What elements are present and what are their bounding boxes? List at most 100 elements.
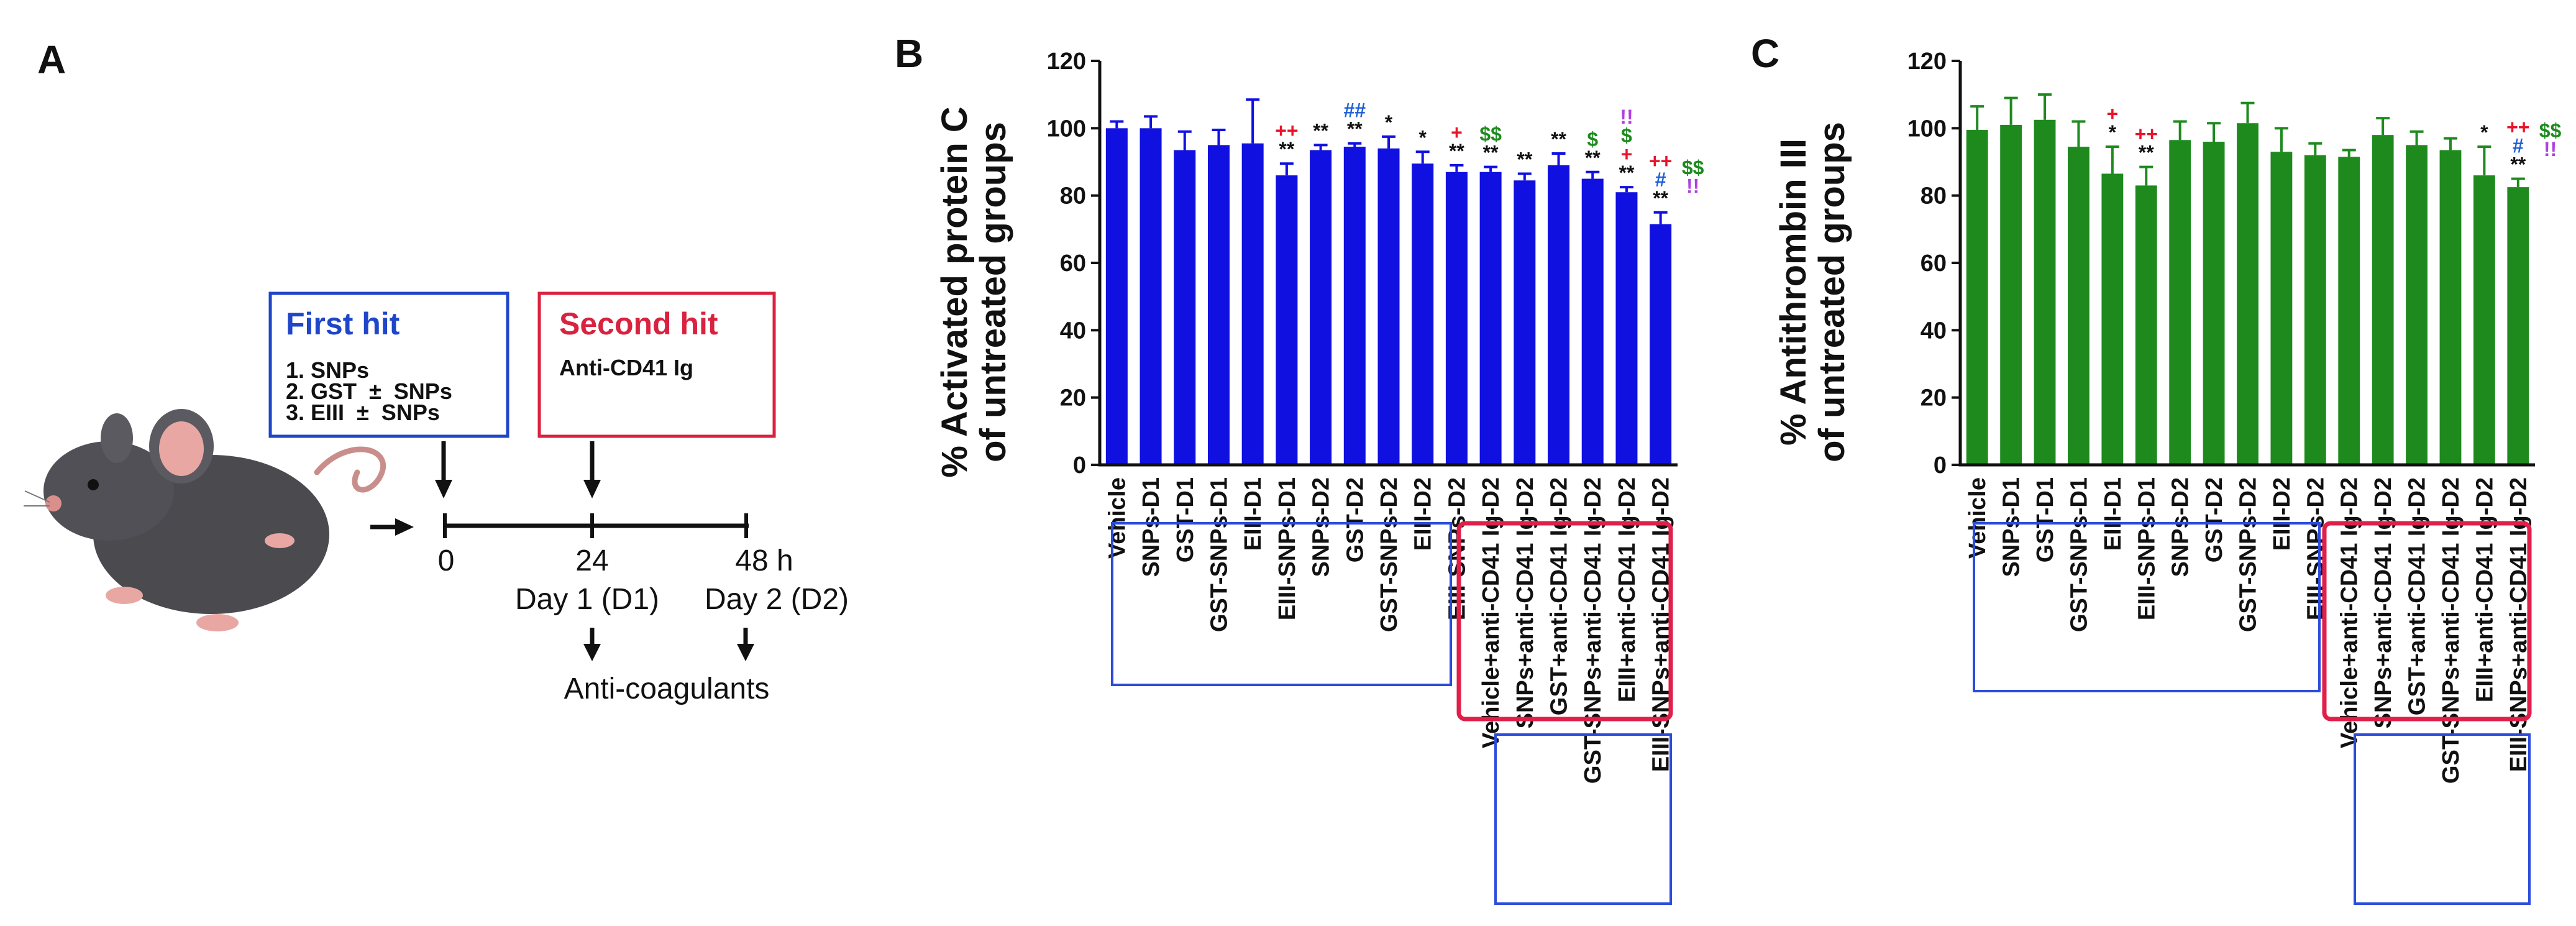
- chart-c-ytick-label: 100: [1907, 116, 1947, 142]
- day1-label: Day 1 (D1): [515, 583, 659, 616]
- chart-c-bar: [2473, 175, 2495, 465]
- chart-b-significance-mark: **: [1483, 142, 1499, 164]
- chart-c-category-label: SNPs-D1: [1999, 477, 2025, 577]
- chart-b-category-label: GST+anti-CD41 Ig-D2: [1546, 477, 1573, 715]
- mouse-ear-front: [101, 413, 133, 463]
- panel-letter-a: A: [37, 37, 66, 82]
- chart-c-ytick-label: 60: [1921, 250, 1947, 277]
- chart-b-significance-mark: +: [1451, 121, 1463, 144]
- chart-b-bar: [1276, 175, 1298, 465]
- chart-b-significance-mark: +: [1621, 143, 1633, 165]
- first-hit-line-1: 1. SNPs: [286, 357, 369, 383]
- mouse-whisker-1: [24, 490, 50, 503]
- timeline-label-48: 48 h: [735, 544, 793, 577]
- chart-c-significance-mark: ++: [2506, 116, 2529, 139]
- chart-c-significance-mark: **: [2139, 142, 2154, 164]
- timeline-start-arrowhead: [395, 518, 414, 536]
- chart-b-category-label: EIII-D1: [1240, 477, 1266, 551]
- chart-b-significance-mark: **: [1619, 162, 1634, 184]
- chart-b-significance-mark: **: [1449, 140, 1464, 162]
- chart-c-bar: [1966, 130, 1988, 465]
- chart-c-bar: [2439, 150, 2462, 465]
- chart-c-significance-mark: !!: [2544, 138, 2557, 160]
- chart-b-bar: [1412, 163, 1434, 465]
- chart-b-bar: [1140, 128, 1162, 465]
- first-hit-arrowhead: [435, 480, 452, 498]
- chart-b-significance-mark: ++: [1649, 150, 1672, 172]
- chart-b-significance-mark: $: [1621, 124, 1632, 147]
- chart-c-category-label: EIII-SNPs-D1: [2134, 477, 2160, 620]
- chart-b-bar: [1615, 192, 1638, 465]
- chart-c-ytick-label: 20: [1921, 385, 1947, 411]
- chart-c-bar: [2101, 173, 2124, 465]
- chart-b-category-label: Vehicle: [1104, 477, 1130, 559]
- mouse-tail: [314, 446, 386, 493]
- chart-b-category-label: EIII+anti-CD41 Ig-D2: [1614, 477, 1640, 702]
- chart-c-bar: [2203, 142, 2225, 465]
- chart-c-significance-mark: ++: [2135, 123, 2158, 145]
- chart-c-significance-mark: $$: [2539, 119, 2562, 142]
- chart-b-category-label: SNPs-D1: [1138, 477, 1164, 577]
- chart-b-significance-mark: **: [1653, 187, 1668, 209]
- chart-b-significance-mark: #: [1655, 168, 1666, 191]
- chart-b-ytick-label: 60: [1060, 250, 1086, 277]
- first-hit-line-3: 3. EIII ± SNPs: [286, 400, 440, 425]
- chart-b-category-label: GST-SNPs+anti-CD41 Ig-D2: [1580, 477, 1606, 784]
- chart-b-significance-mark: ##: [1343, 99, 1366, 122]
- chart-c-bar: [2034, 119, 2056, 465]
- first-hit-title: First hit: [286, 306, 400, 341]
- chart-b-category-label: GST-D2: [1342, 477, 1368, 562]
- day1-arrowhead: [583, 644, 601, 661]
- chart-b-bar: [1514, 180, 1536, 465]
- chart-c-bar: [2169, 140, 2191, 465]
- chart-antithrombin-iii: % Antithrombin III of untreated groups 0…: [1773, 48, 2562, 905]
- chart-b-significance-mark: $: [1587, 128, 1598, 150]
- chart-b-bar: [1310, 150, 1332, 465]
- chart-b-ytick-label: 80: [1060, 183, 1086, 209]
- mouse-nose: [45, 495, 62, 511]
- chart-c-ytick-label: 0: [1934, 452, 1947, 479]
- first-hit-box: [268, 291, 509, 438]
- chart-c-significance-mark: **: [2510, 154, 2526, 176]
- timeline-label-0: 0: [438, 544, 455, 577]
- chart-c-category-label: GST-D1: [2032, 477, 2058, 562]
- chart-c-category-label: Vehicle: [1965, 477, 1991, 559]
- chart-c-significance-mark: *: [2480, 121, 2488, 144]
- chart-b-significance-mark: $$: [1479, 123, 1502, 145]
- chart-b-significance-mark: !!: [1686, 175, 1699, 198]
- chart-b-significance-mark: **: [1347, 118, 1363, 140]
- chart-c-bar: [2237, 123, 2259, 465]
- chart-c-group-box-first-hit: [1973, 522, 2321, 692]
- chart-b-bar: [1548, 165, 1570, 465]
- day2-label: Day 2 (D2): [705, 583, 849, 616]
- chart-b-significance-mark: **: [1313, 119, 1328, 142]
- chart-c-category-label: GST-D2: [2201, 477, 2227, 562]
- chart-b-group-box-first-hit: [1111, 522, 1452, 686]
- chart-b-category-label: EIII-D2: [1410, 477, 1436, 551]
- mouse-front-paw: [106, 587, 143, 604]
- chart-c-bar: [2135, 185, 2157, 465]
- chart-b-ytick-label: 20: [1060, 385, 1086, 411]
- chart-c-category-label: Vehicle+anti-CD41 Ig-D2: [2337, 477, 2363, 748]
- second-hit-line-1: Anti-CD41 Ig: [559, 355, 693, 380]
- chart-c-bar: [2406, 145, 2428, 465]
- chart-b-category-label: SNPs-D2: [1309, 477, 1335, 577]
- chart-b-bar: [1207, 145, 1230, 465]
- day2-arrowhead: [737, 644, 754, 661]
- first-hit-line-2: 2. GST ± SNPs: [286, 378, 452, 404]
- chart-c-axes: [1958, 61, 2535, 467]
- chart-b-significance-mark: **: [1279, 138, 1294, 160]
- chart-b-ytick-label: 100: [1047, 116, 1086, 142]
- chart-b-category-label: SNPs+anti-CD41 Ig-D2: [1512, 477, 1538, 728]
- chart-c-category-label: GST-SNPs-D1: [2066, 477, 2092, 632]
- chart-c-category-label: EIII-D1: [2100, 477, 2126, 551]
- chart-b-ytick-label: 120: [1047, 48, 1086, 75]
- anticoagulants-label: Anti-coagulants: [564, 672, 770, 705]
- chart-b-category-label: GST-SNPs-D1: [1206, 477, 1232, 632]
- chart-c-category-label: EIII+anti-CD41 Ig-D2: [2472, 477, 2498, 702]
- chart-c-group-box-second-hit: [2322, 521, 2532, 722]
- chart-b-bar: [1377, 148, 1400, 465]
- panel-letter-b: B: [895, 31, 923, 76]
- chart-c-significance-mark: #: [2513, 135, 2524, 157]
